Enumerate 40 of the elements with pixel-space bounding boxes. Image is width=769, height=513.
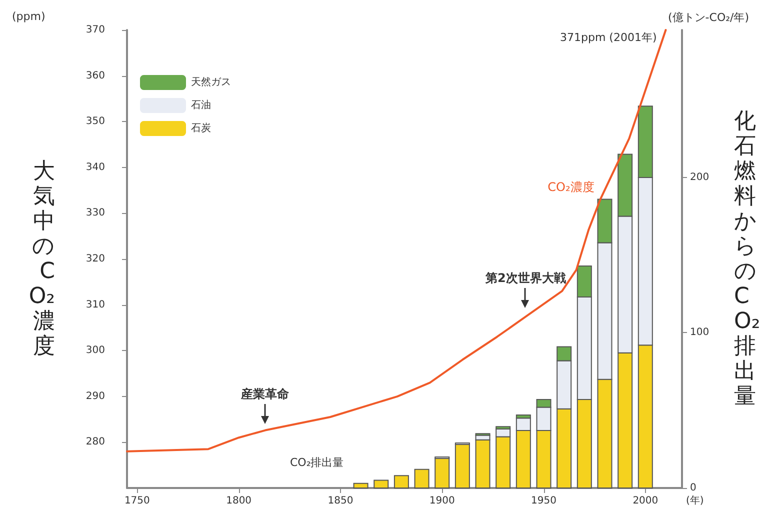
y-tick-label: 320 bbox=[86, 254, 105, 264]
legend-label: 石炭 bbox=[191, 122, 211, 134]
line-series bbox=[126, 29, 667, 452]
x-tick-label: 1800 bbox=[226, 496, 252, 506]
x-axis-title: (年) bbox=[686, 494, 704, 506]
bar bbox=[434, 458, 450, 488]
annotation: 第2次世界大戦 bbox=[485, 270, 566, 287]
bar bbox=[353, 482, 368, 488]
y-tick-label: 370 bbox=[86, 24, 105, 36]
y2-tick-label: 100 bbox=[690, 327, 710, 338]
x-tick-label: 2000 bbox=[632, 496, 658, 506]
text: 化石燃料からのCO₂排出量 bbox=[734, 109, 760, 409]
bar bbox=[374, 480, 389, 488]
y-tick-label: 310 bbox=[86, 299, 105, 310]
x-tick-label: 1750 bbox=[124, 496, 150, 506]
bar bbox=[394, 475, 409, 488]
legend-label: 石油 bbox=[191, 99, 211, 111]
x-tick-label: 1850 bbox=[328, 496, 354, 506]
y-tick-label: 280 bbox=[86, 436, 105, 448]
y2-tick-label: 0 bbox=[690, 482, 696, 494]
x-tick-label: 1900 bbox=[429, 496, 455, 506]
text: (ppm) bbox=[12, 10, 46, 23]
series-label: CO₂濃度 bbox=[548, 178, 594, 196]
annotation: CO₂排出量 bbox=[290, 455, 344, 470]
y-tick-label: 340 bbox=[86, 162, 105, 173]
bar bbox=[414, 468, 430, 488]
bar bbox=[475, 439, 490, 488]
y-tick-label: 290 bbox=[86, 390, 105, 402]
y-tick-label: 300 bbox=[86, 345, 105, 356]
y-axis-title: 大気中のCO₂濃度 bbox=[28, 159, 55, 359]
y-tick-label: 330 bbox=[86, 208, 105, 219]
y2-tick-label: 200 bbox=[690, 172, 710, 183]
bar bbox=[454, 444, 470, 488]
y-tick-label: 350 bbox=[86, 116, 105, 128]
legend-label: 天然ガス bbox=[191, 76, 231, 88]
x-tick-label: 1950 bbox=[531, 496, 556, 506]
y-tick-label: 360 bbox=[86, 70, 105, 82]
annotation: 産業革命 bbox=[241, 386, 290, 404]
text: (億トン-CO₂/年) bbox=[668, 10, 750, 25]
annotation: 371ppm (2001年) bbox=[560, 30, 657, 45]
